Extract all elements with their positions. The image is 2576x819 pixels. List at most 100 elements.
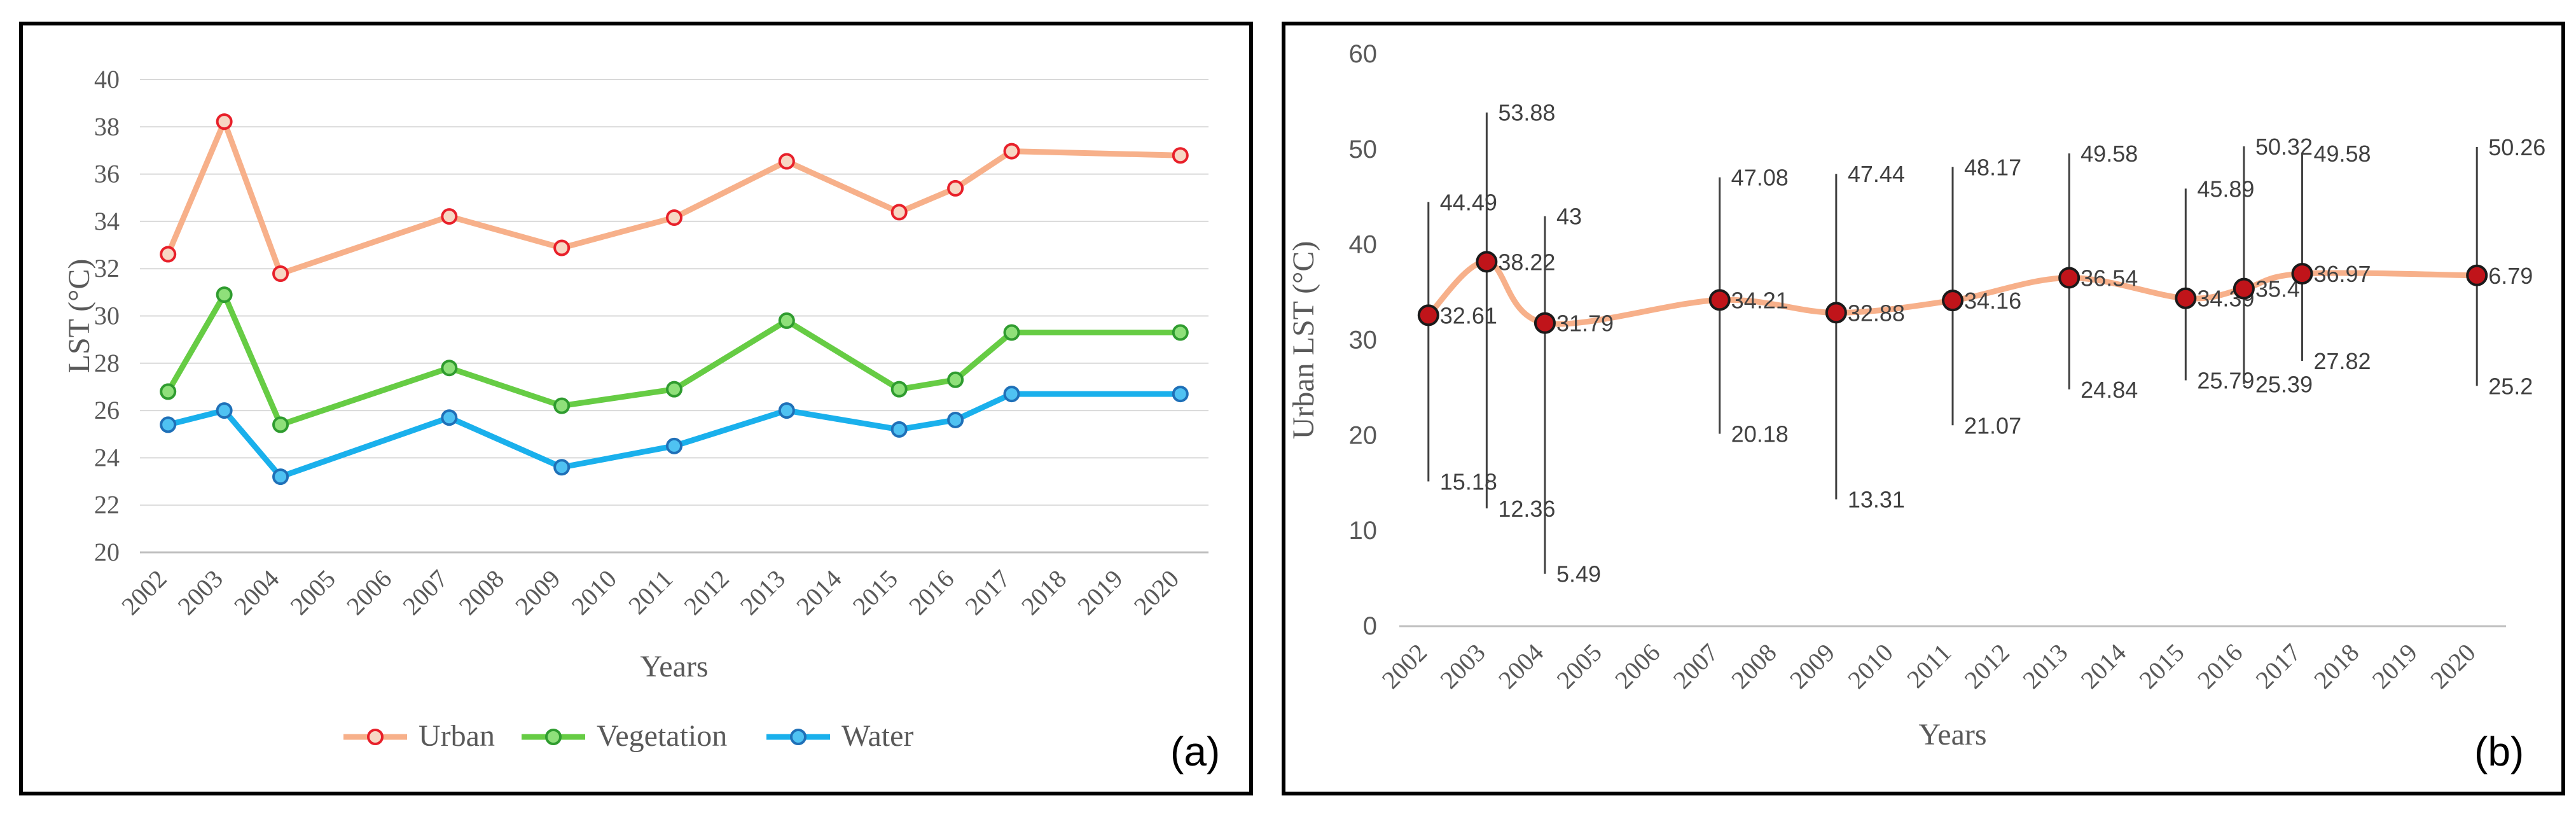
x-tick-label: 2008 xyxy=(454,564,509,620)
data-point-urban xyxy=(1708,289,1731,311)
data-point-water xyxy=(441,409,458,426)
data-point-urban xyxy=(553,239,571,256)
min-label: 25.2 xyxy=(2488,373,2533,399)
x-tick-label: 2012 xyxy=(678,564,734,620)
data-point-water xyxy=(890,421,908,438)
min-label: 27.82 xyxy=(2313,348,2371,374)
data-point-vegetation xyxy=(216,286,233,304)
data-point-urban xyxy=(1003,143,1020,160)
max-label: 49.58 xyxy=(2313,141,2371,167)
mean-label: 31.79 xyxy=(1556,311,1614,337)
x-tick-label: 2005 xyxy=(1551,638,1607,694)
max-label: 50.26 xyxy=(2488,134,2545,160)
min-label: 20.18 xyxy=(1731,421,1789,447)
y-axis-title: LST (°C) xyxy=(62,259,96,374)
x-tick-label: 2011 xyxy=(1901,638,1956,694)
legend-label: Water xyxy=(841,719,913,753)
mean-label: 35.4 xyxy=(2255,276,2300,302)
x-tick-label: 2015 xyxy=(2133,638,2189,694)
y-tick-label: 36 xyxy=(94,160,120,188)
data-point-vegetation xyxy=(778,312,795,329)
data-point-vegetation xyxy=(947,371,964,388)
data-point-urban xyxy=(272,265,289,283)
data-point-urban xyxy=(441,208,458,225)
x-tick-label: 2017 xyxy=(2250,638,2306,694)
x-tick-label: 2010 xyxy=(1842,638,1898,694)
x-tick-label: 2013 xyxy=(2017,638,2073,694)
y-tick-label: 50 xyxy=(1349,136,1378,164)
legend-marker xyxy=(367,729,384,745)
panel-border xyxy=(19,22,1253,795)
data-point-vegetation xyxy=(1003,324,1020,341)
x-tick-label: 2010 xyxy=(566,564,622,620)
data-point-urban xyxy=(216,113,233,130)
x-tick-label: 2017 xyxy=(960,564,1016,620)
y-tick-label: 26 xyxy=(94,396,120,424)
x-tick-label: 2003 xyxy=(1434,638,1490,694)
x-tick-label: 2002 xyxy=(1376,638,1432,694)
data-point-vegetation xyxy=(666,381,682,398)
data-point-urban xyxy=(2175,287,2197,309)
data-point-urban xyxy=(2233,277,2255,300)
x-tick-label: 2008 xyxy=(1726,638,1782,694)
y-tick-label: 34 xyxy=(94,207,120,235)
y-tick-label: 20 xyxy=(94,538,120,566)
x-tick-label: 2014 xyxy=(791,564,847,620)
x-tick-label: 2005 xyxy=(284,564,340,620)
x-tick-label: 2007 xyxy=(397,564,453,620)
mean-label: 36.97 xyxy=(2313,261,2371,287)
max-label: 44.49 xyxy=(1440,189,1497,215)
x-tick-label: 2018 xyxy=(2308,638,2364,694)
y-tick-label: 22 xyxy=(94,491,120,519)
data-point-water xyxy=(947,411,964,428)
min-label: 25.39 xyxy=(2255,372,2313,398)
y-tick-label: 30 xyxy=(1349,326,1378,354)
y-axis-title: Urban LST (°C) xyxy=(1287,241,1320,440)
x-axis-title: Years xyxy=(1918,718,1986,752)
min-label: 25.79 xyxy=(2197,368,2254,394)
min-label: 5.49 xyxy=(1556,561,1601,587)
data-point-urban xyxy=(778,153,795,170)
y-tick-label: 20 xyxy=(1349,421,1378,449)
y-tick-label: 30 xyxy=(94,302,120,330)
y-tick-label: 0 xyxy=(1363,612,1377,640)
data-point-urban xyxy=(1534,312,1556,334)
y-tick-label: 24 xyxy=(94,443,120,472)
min-label: 21.07 xyxy=(1964,412,2021,438)
data-point-urban xyxy=(1476,251,1498,273)
data-point-urban xyxy=(2058,267,2081,289)
x-tick-label: 2016 xyxy=(2192,638,2248,694)
mean-label: 6.79 xyxy=(2488,263,2533,289)
panel-label: (a) xyxy=(1170,729,1220,774)
x-tick-label: 2007 xyxy=(1668,638,1724,694)
legend-label: Urban xyxy=(419,719,495,753)
x-tick-label: 2018 xyxy=(1016,564,1072,620)
x-tick-label: 2019 xyxy=(1072,564,1128,620)
max-label: 53.88 xyxy=(1498,100,1555,126)
min-label: 15.18 xyxy=(1440,469,1497,495)
data-point-water xyxy=(1003,386,1020,403)
x-tick-label: 2004 xyxy=(228,564,284,620)
data-point-urban xyxy=(947,179,964,197)
data-point-water xyxy=(160,416,177,433)
data-point-water xyxy=(666,437,682,454)
y-tick-label: 38 xyxy=(94,112,120,141)
data-point-water xyxy=(216,402,233,419)
x-tick-label: 2012 xyxy=(1959,638,2015,694)
min-label: 13.31 xyxy=(1848,487,1905,513)
data-point-urban xyxy=(2466,264,2488,286)
x-tick-label: 2014 xyxy=(2075,638,2131,694)
mean-label: 38.22 xyxy=(1498,249,1555,275)
panel-label: (b) xyxy=(2474,729,2524,774)
max-label: 48.17 xyxy=(1964,154,2021,180)
data-point-water xyxy=(272,468,289,486)
data-point-urban xyxy=(1942,290,1963,312)
data-point-vegetation xyxy=(890,381,908,398)
max-label: 49.58 xyxy=(2081,141,2138,167)
max-label: 47.44 xyxy=(1848,161,1905,187)
data-point-urban xyxy=(1172,147,1189,164)
y-tick-label: 10 xyxy=(1349,517,1378,545)
max-label: 47.08 xyxy=(1731,165,1789,191)
data-point-vegetation xyxy=(441,360,458,377)
